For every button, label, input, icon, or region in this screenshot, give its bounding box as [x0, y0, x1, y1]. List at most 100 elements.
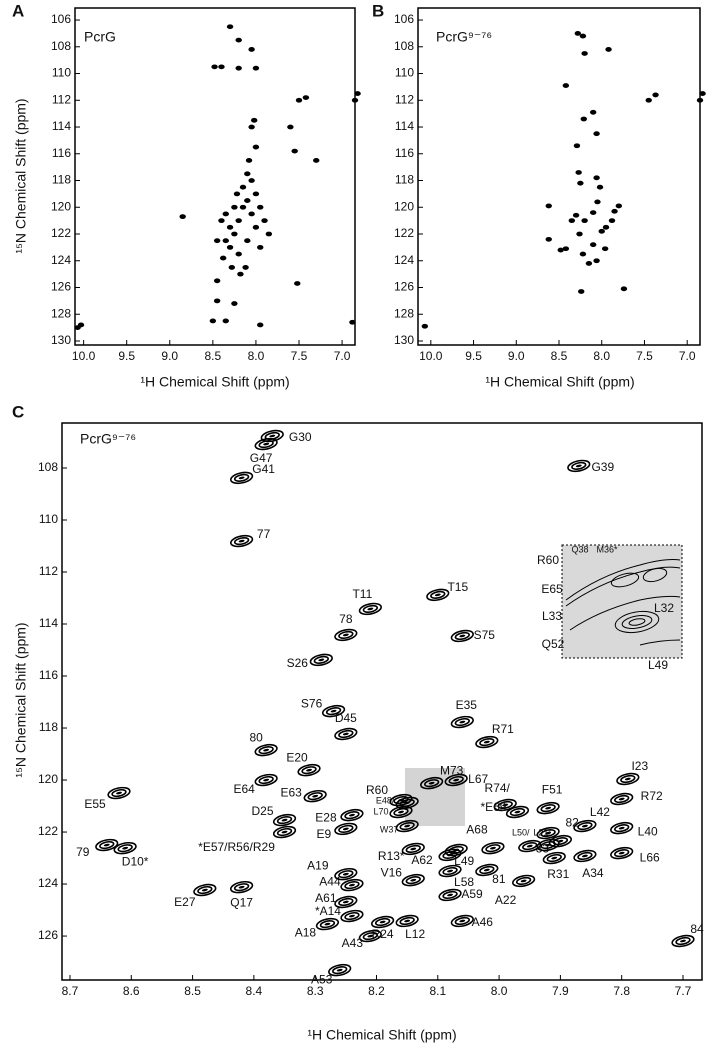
contour: [342, 872, 349, 876]
contour: [374, 917, 391, 927]
peak: [596, 184, 604, 190]
peak: [605, 47, 612, 52]
peak: [354, 91, 361, 96]
contour: [334, 895, 358, 909]
contour: [428, 781, 435, 785]
peak: [334, 867, 358, 881]
peak: [475, 735, 499, 749]
contour: [515, 876, 532, 886]
peak: [252, 65, 260, 71]
contour: [301, 766, 317, 775]
contour: [340, 808, 364, 822]
y-tick-label: 120: [394, 199, 414, 213]
peak-label: L67: [468, 772, 488, 786]
peak: [493, 798, 517, 812]
contour: [313, 655, 329, 664]
contour: [485, 844, 501, 853]
x-tick-label: 8.0: [593, 349, 610, 363]
contour: [454, 631, 470, 641]
contour: [505, 805, 530, 819]
contour: [483, 740, 490, 744]
peak: [578, 289, 585, 294]
peak: [77, 322, 85, 328]
contour: [233, 883, 250, 892]
y-tick-label: 108: [394, 39, 414, 53]
contour: [497, 800, 513, 810]
peak: [244, 238, 251, 244]
contour: [332, 966, 348, 975]
panel-label: C: [12, 402, 24, 421]
contour: [349, 914, 355, 918]
peak-label: E20: [286, 750, 308, 764]
peak-label: V16: [381, 865, 403, 879]
contour: [438, 848, 462, 862]
peak: [351, 97, 359, 103]
peak-label: *E69: [480, 800, 506, 814]
contour: [338, 729, 354, 739]
peak: [545, 203, 552, 209]
contour: [193, 883, 217, 897]
x-tick-label: 9.5: [465, 349, 482, 363]
inset-label: R60: [537, 553, 559, 567]
peak: [257, 244, 264, 250]
inset-label: L33: [542, 609, 562, 623]
peak-label: Q17: [230, 895, 253, 909]
x-tick-label: 10.0: [419, 349, 443, 363]
peak: [536, 801, 560, 815]
peak: [295, 97, 303, 103]
peak: [235, 251, 242, 257]
peak: [252, 144, 260, 150]
peak: [303, 789, 327, 803]
contour: [358, 602, 382, 616]
x-axis-label: ¹H Chemical Shift (ppm): [485, 374, 634, 390]
contour: [371, 915, 395, 929]
contour: [103, 843, 110, 847]
peak-label: 81: [492, 872, 506, 886]
contour: [338, 870, 354, 879]
peak-label: R74/: [485, 781, 511, 795]
x-tick-label: 7.0: [334, 349, 351, 363]
peak-label: D25: [252, 804, 274, 818]
contour: [264, 431, 280, 441]
peak: [608, 218, 616, 224]
peak-label: M73: [440, 763, 464, 777]
peak-label: E35: [456, 698, 478, 712]
panel-title: PcrG: [84, 29, 116, 45]
contour: [113, 841, 137, 855]
contour: [545, 831, 552, 835]
peak-label: S26: [287, 656, 309, 670]
peak: [450, 715, 474, 729]
contour: [230, 880, 254, 894]
y-tick-label: 122: [51, 226, 71, 240]
contour: [321, 704, 346, 718]
peak-label: E28: [315, 810, 337, 824]
contour: [610, 572, 640, 588]
peak: [577, 180, 584, 186]
contour: [344, 811, 360, 820]
peak-label: R72: [641, 789, 663, 803]
peak-label: E27: [174, 895, 196, 909]
peak-label: A59: [461, 887, 483, 901]
y-tick-label: 108: [38, 460, 58, 474]
peak: [594, 199, 601, 205]
contour: [438, 864, 462, 878]
peak: [244, 171, 251, 177]
peak: [235, 65, 242, 71]
contour: [614, 849, 630, 858]
peak-label: T11: [352, 587, 372, 601]
peak: [593, 131, 600, 137]
inset-label: Q52: [542, 637, 565, 651]
contour: [111, 788, 127, 798]
contour: [281, 818, 288, 822]
contour: [614, 794, 630, 804]
contour: [450, 629, 474, 643]
contour: [272, 825, 297, 839]
peak: [593, 175, 600, 181]
peak: [261, 218, 268, 224]
contour: [395, 914, 419, 928]
peak: [610, 846, 634, 860]
peak: [601, 246, 609, 252]
contour: [410, 878, 417, 882]
contour: [315, 917, 340, 931]
peak: [395, 819, 419, 833]
